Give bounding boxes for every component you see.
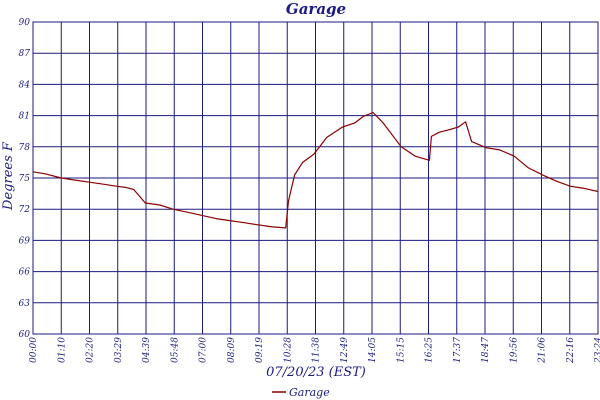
series-layer [32, 111, 599, 229]
x-tick-label: 15:15 [396, 337, 406, 363]
y-tick-label: 87 [19, 49, 31, 59]
x-tick-label: 16:25 [425, 337, 435, 363]
y-tick-label: 78 [19, 143, 31, 153]
x-tick-label: 04:39 [142, 337, 152, 363]
grid [32, 21, 599, 335]
x-tick-label: 14:05 [368, 337, 378, 363]
chart-title: Garage [286, 0, 346, 18]
y-tick-labels: 60 63 66 69 72 75 78 81 84 87 90 [19, 18, 31, 340]
x-tick-label: 07:00 [199, 337, 209, 363]
x-tick-labels: 00:00 01:10 02:20 03:29 04:39 05:48 07:00 08:09… [29, 337, 600, 364]
x-tick-label: 10:28 [283, 337, 293, 363]
y-tick-label: 84 [19, 80, 31, 90]
y-tick-label: 60 [19, 330, 31, 340]
x-tick-label: 01:10 [57, 337, 67, 363]
y-tick-label: 63 [19, 299, 31, 309]
x-axis-label: 07/20/23 (EST) [266, 365, 366, 380]
y-tick-label: 69 [19, 236, 31, 246]
x-tick-label: 08:09 [227, 337, 237, 363]
x-tick-label: 21:06 [538, 337, 548, 364]
y-tick-label: 81 [19, 112, 30, 122]
x-tick-label: 18:47 [481, 337, 491, 363]
legend: Garage [272, 386, 330, 399]
y-axis-label: Degrees F [1, 141, 16, 211]
y-tick-label: 90 [19, 18, 31, 28]
x-tick-label: 03:29 [114, 337, 124, 363]
x-tick-label: 19:56 [509, 337, 519, 363]
x-tick-label: 09:19 [255, 337, 265, 363]
x-tick-label: 02:20 [86, 337, 96, 363]
x-tick-label: 11:38 [312, 337, 322, 363]
y-tick-label: 72 [19, 205, 31, 215]
x-tick-label: 23:24 [594, 337, 600, 364]
x-tick-label: 05:48 [170, 337, 180, 363]
x-tick-label: 17:37 [453, 337, 463, 363]
x-tick-label: 12:49 [340, 337, 350, 363]
legend-label: Garage [289, 386, 330, 399]
y-tick-label: 75 [19, 174, 31, 184]
y-tick-label: 66 [19, 268, 31, 278]
x-tick-label: 22:16 [566, 337, 576, 364]
x-tick-label: 00:00 [29, 337, 39, 363]
series-line-garage [32, 111, 599, 229]
